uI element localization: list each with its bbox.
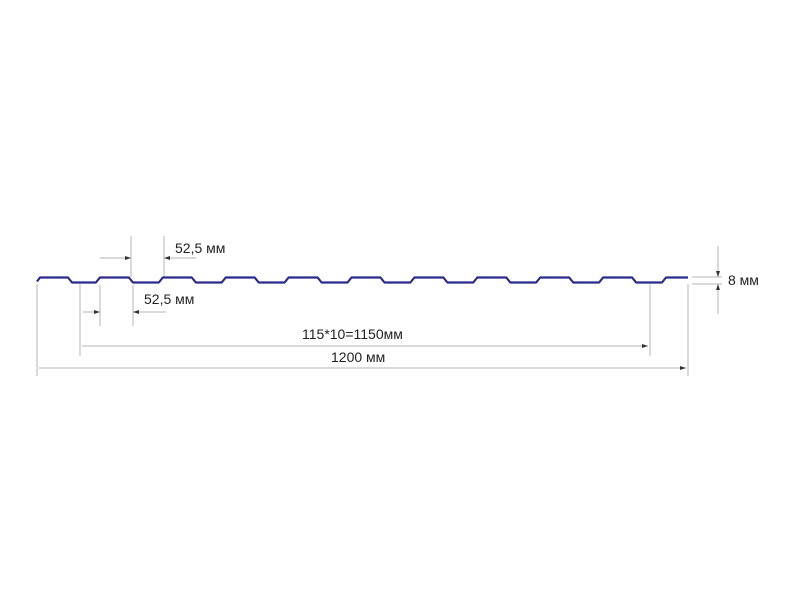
rib-top-width-label: 52,5 мм <box>175 240 226 256</box>
total-width-label: 1200 мм <box>331 349 386 365</box>
sheet-profile <box>36 276 688 284</box>
height-label: 8 мм <box>728 272 759 288</box>
useful-width-label: 115*10=1150мм <box>302 326 403 342</box>
rib-bottom-width-label: 52,5 мм <box>144 291 195 307</box>
dimension-lines <box>36 236 722 376</box>
